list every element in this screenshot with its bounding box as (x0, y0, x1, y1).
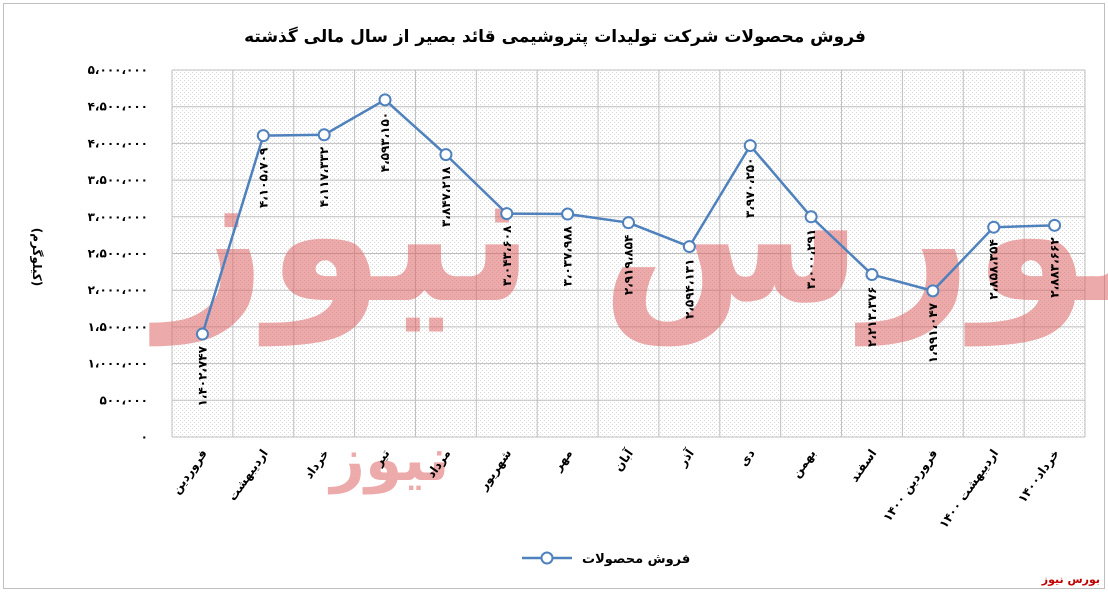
legend-marker-swatch (540, 551, 554, 565)
data-label: ۴،۵۹۳،۱۵۰ (378, 112, 392, 172)
x-tick-label: دی (736, 447, 757, 469)
x-tick-label: آبان (610, 445, 636, 473)
x-tick-label: خرداد (301, 447, 331, 482)
x-tick-label: اردیبهشت ۱۴۰۰ (936, 447, 1001, 531)
data-label: ۱،۹۹۱،۰۴۷ (926, 302, 940, 363)
chart-title: فروش محصولات شرکت تولیدات پتروشیمی قائد … (244, 26, 866, 47)
data-point (682, 240, 696, 254)
legend: فروش محصولات (522, 551, 690, 567)
watermark-accent-text: نیوز (327, 425, 449, 495)
y-tick-label: ۰ (141, 430, 148, 444)
data-point (622, 216, 635, 230)
y-tick-label: ۵،۰۰۰،۰۰۰ (88, 63, 148, 77)
data-point (561, 207, 575, 221)
x-tick-label: مهر (550, 447, 575, 475)
y-tick-label: ۴،۵۰۰،۰۰۰ (88, 100, 148, 114)
x-tick-label: اسفند (847, 447, 879, 485)
y-tick-label: ۱،۵۰۰،۰۰۰ (88, 320, 148, 334)
x-tick-label: آذر (674, 445, 697, 469)
data-label: ۲،۵۹۴،۱۳۱ (682, 259, 696, 319)
y-tick-label: ۲،۰۰۰،۰۰۰ (88, 283, 148, 297)
x-tick-label: خرداد۱۴۰۰ (1015, 447, 1062, 506)
data-label: ۳،۰۳۷،۹۸۸ (561, 225, 575, 286)
data-label: ۴،۱۰۵،۷۰۹ (256, 147, 270, 208)
x-tick-label: شهریور (476, 447, 515, 494)
y-tick-label: ۳،۰۰۰،۰۰۰ (88, 210, 148, 224)
data-label: ۲،۸۸۳،۶۶۲ (1048, 237, 1062, 298)
data-label: ۲،۸۵۸،۳۵۴ (987, 239, 1001, 299)
data-point (439, 148, 453, 162)
data-point (256, 129, 270, 143)
legend-label: فروش محصولات (582, 552, 690, 567)
data-point (865, 268, 879, 282)
data-point (195, 327, 209, 341)
data-point (500, 207, 514, 221)
data-label: ۲،۹۱۹،۸۵۴ (622, 235, 636, 295)
y-tick-label: ۱،۰۰۰،۰۰۰ (88, 357, 148, 371)
watermark-text: بورس نیوز (149, 124, 1108, 347)
x-tick-label: بهمن (789, 447, 818, 481)
watermark: بورس نیوز نیوز (149, 124, 1108, 495)
y-tick-label: ۳،۵۰۰،۰۰۰ (88, 173, 148, 187)
source-label: بورس نیوز (1041, 573, 1100, 586)
data-label: ۱،۴۰۲،۷۴۷ (195, 345, 209, 406)
y-tick-label: ۲،۵۰۰،۰۰۰ (88, 247, 148, 261)
y-tick-label: ۵۰۰،۰۰۰ (99, 393, 148, 407)
x-tick-label: اردیبهشت (225, 447, 271, 504)
data-point (378, 93, 392, 107)
data-point (987, 220, 1001, 234)
data-point (743, 139, 757, 153)
data-label: ۴،۱۱۷،۳۳۲ (317, 146, 331, 207)
data-label: ۳،۰۴۳،۶۰۸ (500, 225, 514, 286)
data-label: ۳،۹۷۰،۲۵۰ (743, 158, 757, 218)
data-point (926, 284, 940, 298)
x-tick-label: فروردین ۱۴۰۰ (880, 447, 941, 525)
data-point (804, 210, 818, 224)
data-point (317, 128, 331, 142)
data-label: ۳،۸۴۷،۲۱۸ (439, 166, 453, 227)
y-tick-label: ۴،۰۰۰،۰۰۰ (88, 136, 148, 150)
y-axis-label: (کیلوگرم) (29, 228, 44, 287)
x-tick-label: فروردین (169, 447, 211, 498)
data-point (1048, 218, 1062, 232)
data-label: ۲،۲۱۳،۳۷۶ (865, 287, 879, 347)
data-label: ۳،۰۰۰،۲۹۱ (804, 229, 818, 289)
